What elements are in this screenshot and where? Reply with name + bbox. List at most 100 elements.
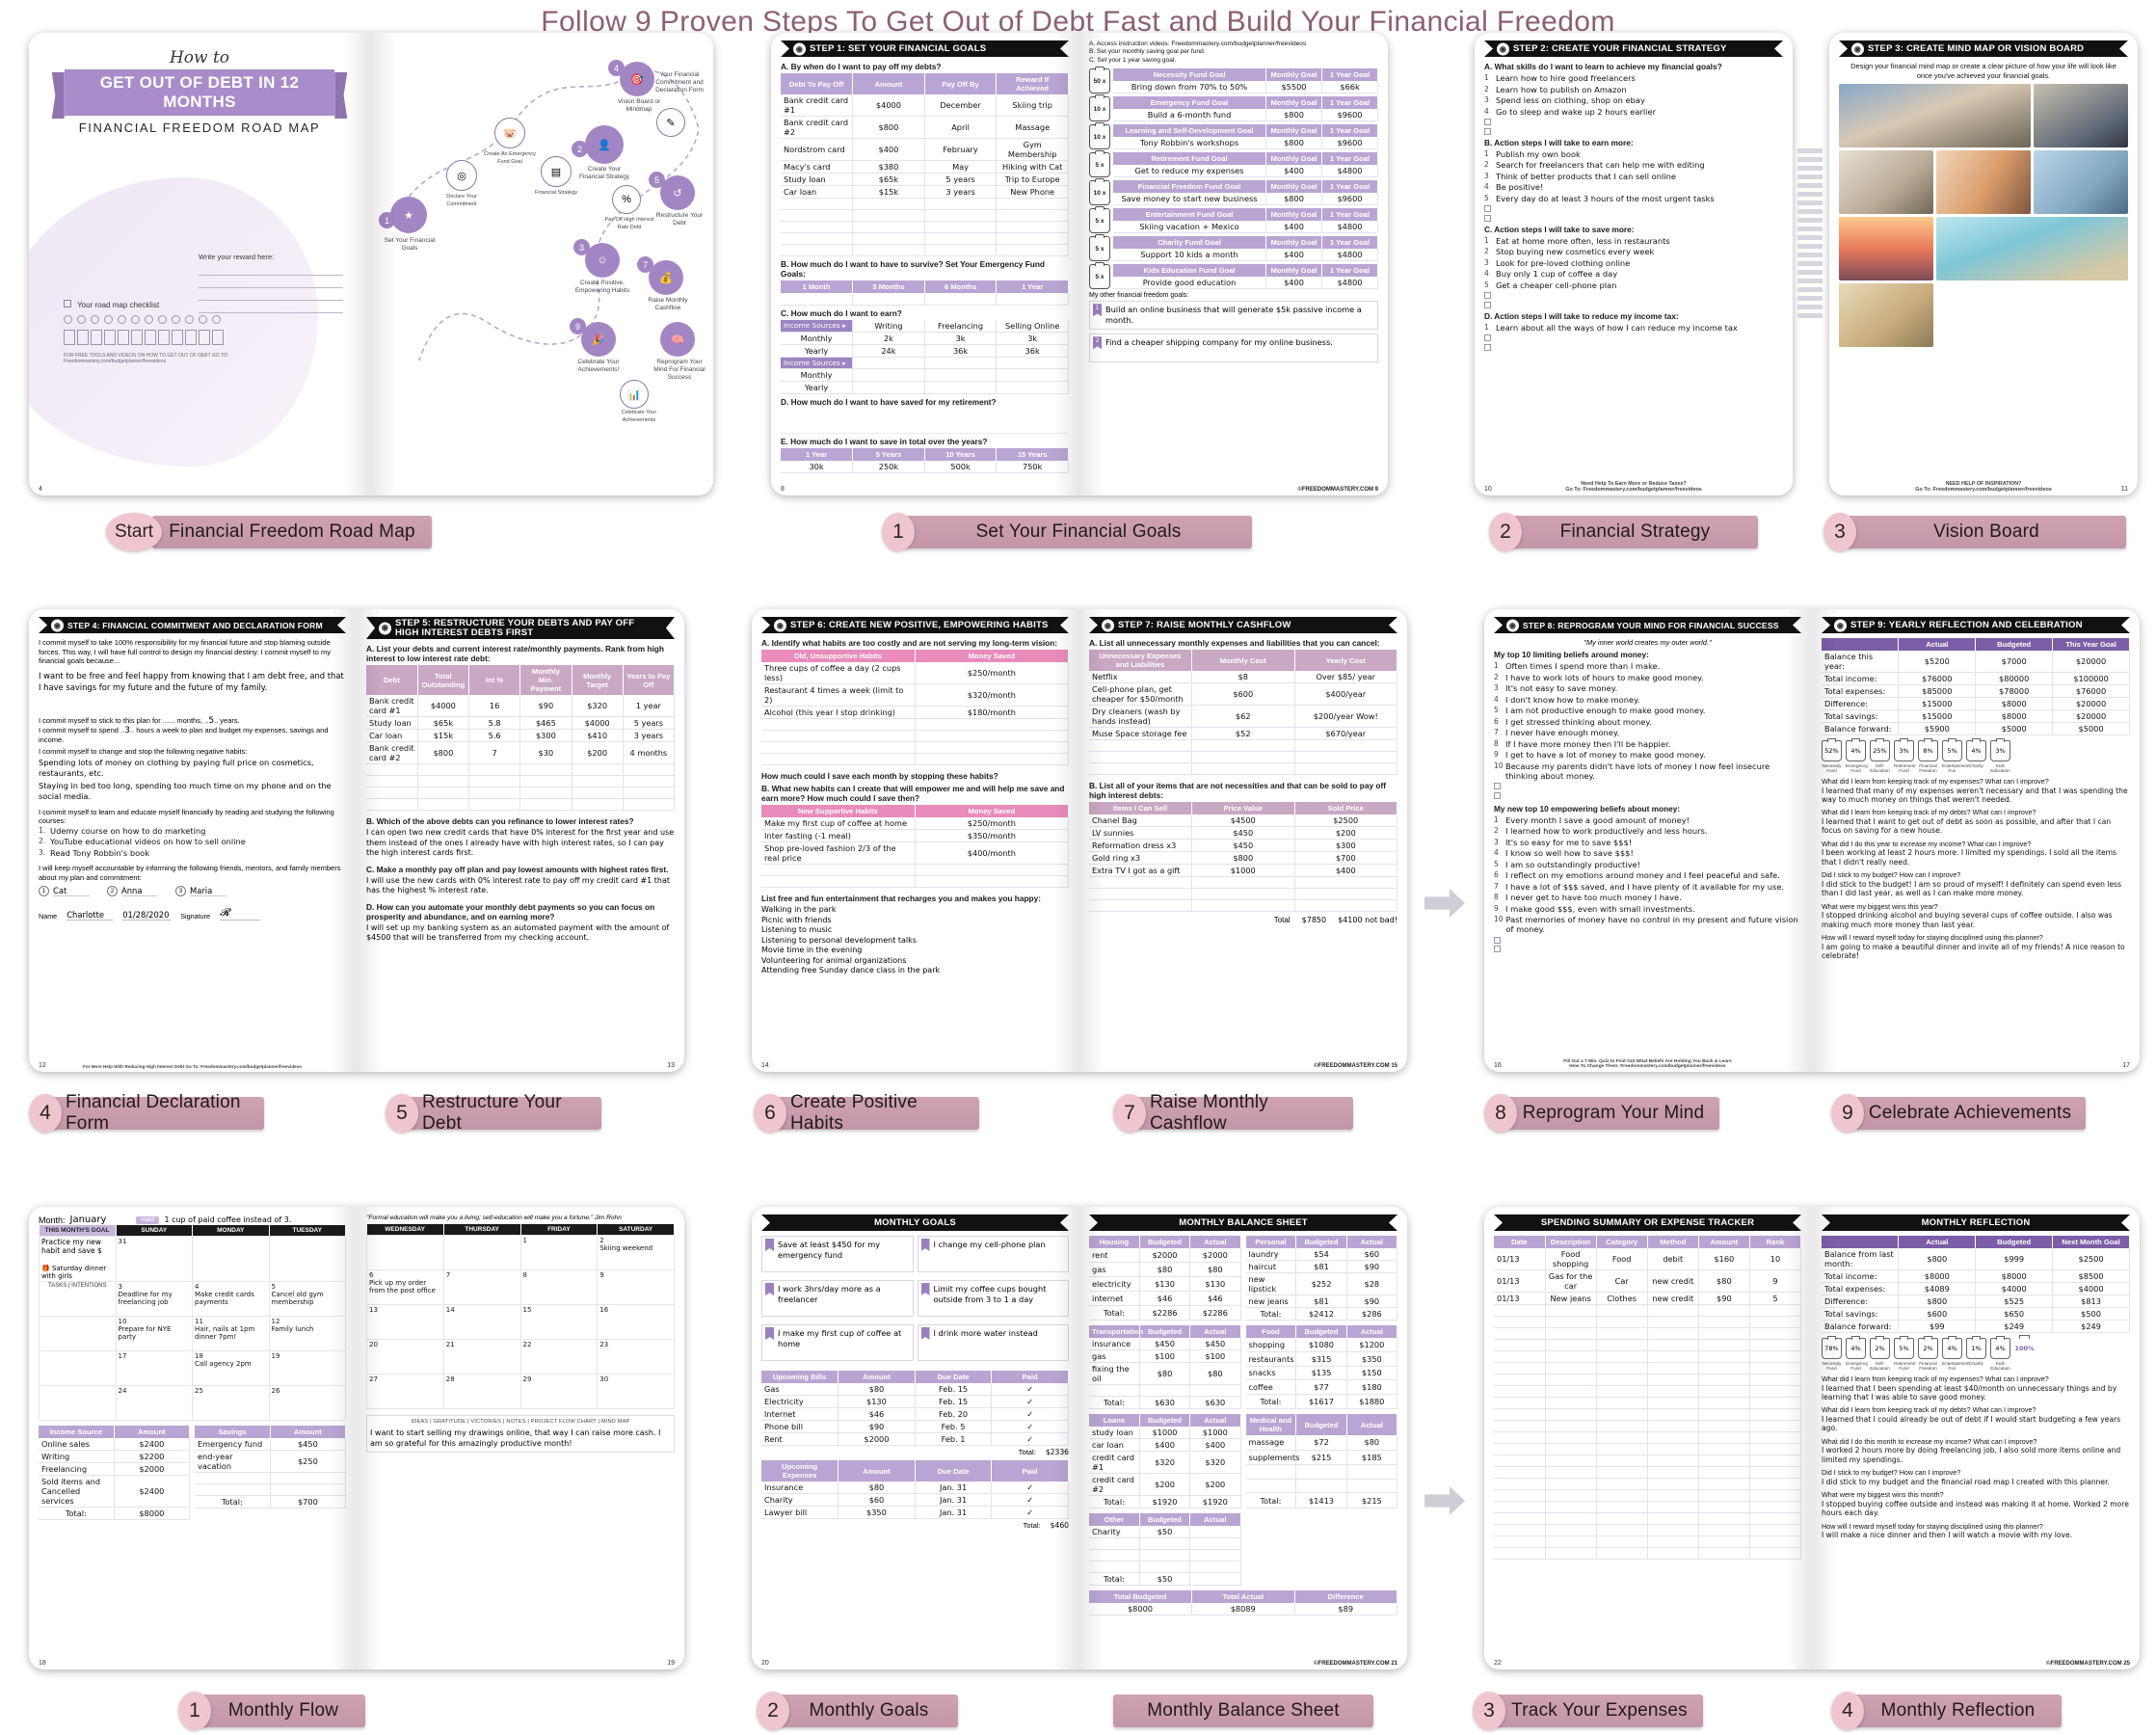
cell[interactable]: [924, 209, 998, 222]
cell[interactable]: $320/month: [915, 683, 1070, 707]
cell[interactable]: [1749, 1362, 1802, 1375]
habit-value[interactable]: 1 cup of paid coffee instead of 3.: [164, 1215, 292, 1224]
cell[interactable]: [1494, 1362, 1546, 1375]
cell[interactable]: $65k: [852, 173, 925, 186]
cell[interactable]: $76000: [2052, 684, 2130, 698]
empowering-item-empty[interactable]: [1494, 945, 1801, 952]
cell[interactable]: [1596, 1489, 1648, 1502]
item-name[interactable]: electricity: [1089, 1276, 1140, 1292]
fund-year[interactable]: $9600: [1321, 137, 1378, 150]
cell[interactable]: $450: [1191, 839, 1295, 852]
cell[interactable]: New jeans: [1545, 1292, 1597, 1305]
balance-block-transportation[interactable]: Transportation Budgeted Actual insurance $45…: [1089, 1325, 1241, 1409]
cell[interactable]: Jan. 31: [915, 1506, 993, 1519]
reward-line[interactable]: [199, 263, 343, 276]
cell[interactable]: [1647, 1350, 1699, 1363]
cell[interactable]: [366, 798, 418, 811]
fund-note[interactable]: Bring down from 70% to 50%: [1113, 81, 1266, 94]
checkbox-icon[interactable]: [1494, 791, 1501, 799]
cell[interactable]: [996, 244, 1069, 256]
spread-step-1[interactable]: ◉ STEP 1: SET YOUR FINANCIAL GOALS A. By…: [771, 33, 1388, 495]
belief-item-empty[interactable]: [1494, 782, 1801, 789]
cell[interactable]: [761, 718, 916, 731]
monthly-calendar-right[interactable]: WEDNESDAY THURSDAY FRIDAY SATURDAY 1 2 Skiing…: [366, 1224, 675, 1409]
cell[interactable]: 24k: [852, 344, 925, 358]
cell[interactable]: $700: [1294, 851, 1397, 865]
cell[interactable]: $4089: [1898, 1282, 1977, 1295]
budgeted-value[interactable]: $80: [1139, 1262, 1191, 1277]
name-value[interactable]: Charlotte: [67, 910, 114, 921]
fund-jar[interactable]: 3% Kids Education: [1990, 738, 2010, 773]
cell[interactable]: Internet: [761, 1407, 839, 1421]
cell[interactable]: Trip to Europe: [996, 173, 1069, 186]
cell[interactable]: [761, 741, 916, 754]
cell[interactable]: [1596, 1443, 1648, 1455]
cell[interactable]: [1295, 1464, 1347, 1480]
cell[interactable]: [1647, 1362, 1699, 1375]
day-event[interactable]: Skiing weekend: [599, 1244, 653, 1252]
cell[interactable]: [1596, 1512, 1648, 1525]
reflection-summary-table[interactable]: Actual Budgeted Next Month Goal Balance fr…: [1822, 1236, 2130, 1333]
cell[interactable]: Writing: [39, 1450, 115, 1463]
reflection-questions-list[interactable]: What did I learn from keeping track of m…: [1822, 1375, 2130, 1540]
reflection-answer[interactable]: I did stick to the budget! I am so proud…: [1822, 879, 2122, 898]
cell[interactable]: [1749, 1489, 1802, 1502]
cell[interactable]: [1346, 1479, 1398, 1494]
fun-activities-list[interactable]: Walking in the park Picnic with friends Li…: [761, 905, 1069, 976]
yearly-fund-jars[interactable]: 52% Necessity Fund 4% Emergency Fund 25% Self…: [1822, 738, 2130, 773]
cell[interactable]: [1545, 1339, 1597, 1351]
cell[interactable]: Feb. 15: [915, 1395, 993, 1408]
vision-board-grid[interactable]: [1839, 84, 2128, 347]
cell[interactable]: [1494, 1443, 1546, 1455]
cell[interactable]: Jan. 31: [915, 1493, 993, 1507]
cell[interactable]: $8000: [1898, 1269, 1977, 1283]
cell[interactable]: [1494, 1339, 1546, 1351]
belief-item[interactable]: 8 If I have more money then I'll be happi…: [1494, 739, 1801, 749]
cell[interactable]: [1749, 1316, 1802, 1328]
budgeted-value[interactable]: $1080: [1295, 1338, 1347, 1352]
cell[interactable]: [1494, 1466, 1546, 1479]
cell[interactable]: Car loan: [781, 185, 854, 199]
cell[interactable]: Nordstrom card: [781, 138, 854, 161]
cell[interactable]: [1294, 751, 1397, 763]
fund-note[interactable]: Get to reduce my expenses: [1113, 165, 1266, 178]
tax-item[interactable]: 1 Learn about all the ways of how I can r…: [1484, 323, 1783, 333]
cell[interactable]: [852, 368, 925, 382]
item-name[interactable]: supplements: [1245, 1450, 1299, 1466]
cell[interactable]: [519, 798, 572, 811]
other-goals-list[interactable]: 1 Build an online business that will gene…: [1089, 301, 1378, 363]
cell[interactable]: $249: [1975, 1320, 2054, 1333]
cell[interactable]: Make my first cup of coffee at home: [761, 817, 916, 830]
cell[interactable]: [1749, 1524, 1802, 1536]
fund-monthly[interactable]: $400: [1265, 277, 1322, 290]
reflection-fund-jars[interactable]: 78% Necessity Fund 4% Emergency Fund 2% Self-…: [1822, 1335, 2130, 1371]
monthly-calendar-left[interactable]: THIS MONTH'S GOAL SUNDAY MONDAY TUESDAY Pra…: [39, 1225, 346, 1421]
retirement-answer-field[interactable]: [781, 409, 1069, 434]
cell[interactable]: [1494, 1397, 1546, 1409]
fund-jar[interactable]: 2% Financial Freedom: [1918, 1336, 1938, 1371]
cell[interactable]: Gas: [761, 1383, 839, 1396]
cell[interactable]: Total income:: [1822, 1269, 1900, 1283]
cell[interactable]: $4000: [852, 94, 925, 117]
cell[interactable]: $450: [1191, 826, 1295, 840]
cell[interactable]: $4000: [1975, 1282, 2054, 1295]
actual-value[interactable]: $350: [1346, 1351, 1398, 1367]
cell[interactable]: 7: [468, 741, 521, 764]
checkbox-icon[interactable]: [1484, 334, 1491, 341]
actual-value[interactable]: $90: [1346, 1295, 1398, 1308]
cell[interactable]: [761, 864, 916, 876]
actual-value[interactable]: [1189, 1526, 1241, 1538]
fund-year[interactable]: $9600: [1321, 193, 1378, 206]
goal-cell[interactable]: Practice my new habit and save $ 🎁 Saturd…: [39, 1236, 117, 1282]
cell[interactable]: [924, 221, 998, 233]
cell[interactable]: $4000: [2052, 1282, 2130, 1295]
fund-year[interactable]: $9600: [1321, 109, 1378, 122]
cell[interactable]: 750k: [996, 460, 1069, 473]
cell[interactable]: [1545, 1420, 1597, 1432]
date-value[interactable]: 01/28/2020: [122, 910, 172, 921]
cell[interactable]: $410: [572, 729, 624, 742]
cell[interactable]: [852, 293, 925, 306]
cell[interactable]: [781, 244, 854, 256]
cell[interactable]: [1698, 1339, 1750, 1351]
